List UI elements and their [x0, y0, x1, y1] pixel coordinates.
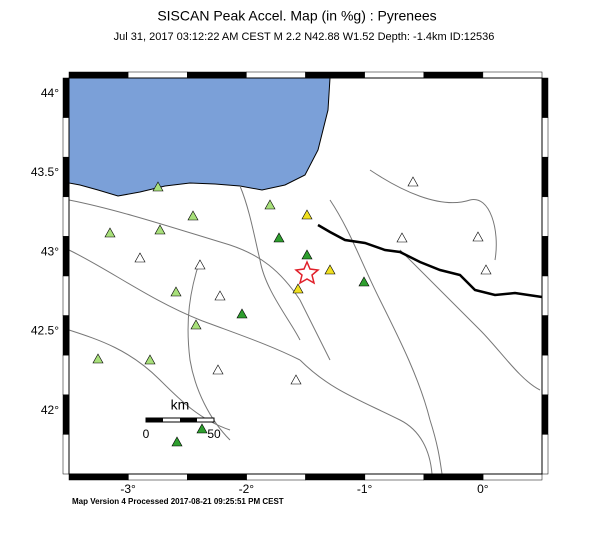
scale-bar-segment	[146, 418, 163, 422]
station	[134, 252, 146, 263]
station	[292, 283, 304, 294]
x-tick-label: -3°	[120, 482, 136, 496]
frame-bar	[68, 473, 129, 481]
frame-bar	[364, 473, 424, 481]
frame-bar	[187, 473, 247, 481]
station	[324, 264, 336, 275]
frame-bar	[62, 77, 70, 118]
frame-bar	[541, 315, 549, 356]
x-tick-label: -1°	[357, 482, 373, 496]
frame-bar	[423, 71, 484, 79]
frame-bar	[62, 196, 70, 237]
frame-bar	[187, 71, 247, 79]
station	[273, 232, 285, 243]
frame-bar	[62, 394, 70, 435]
frame-bar	[127, 71, 188, 79]
scale-label: 50	[207, 427, 221, 441]
frame-bar	[364, 71, 424, 79]
station	[214, 290, 226, 301]
station	[170, 286, 182, 297]
y-tick-label: 42.5°	[31, 324, 59, 338]
station	[301, 249, 313, 260]
frame-bar	[541, 77, 549, 118]
scale-bar-segment	[180, 418, 197, 422]
frame-bar	[62, 156, 70, 198]
station	[407, 176, 419, 187]
y-tick-label: 43°	[41, 244, 59, 258]
frame-bar	[541, 394, 549, 435]
border	[317, 223, 543, 299]
frame-bar	[127, 473, 188, 481]
station	[472, 231, 484, 242]
frame-bar	[68, 71, 129, 79]
frame-bar	[482, 71, 543, 79]
y-tick-label: 43.5°	[31, 165, 59, 179]
frame-bar	[541, 275, 549, 316]
frame-bar	[541, 156, 549, 198]
frame-bar	[62, 275, 70, 316]
frame-bar	[246, 71, 306, 79]
station	[92, 353, 104, 364]
frame-border	[68, 77, 543, 475]
frame-bar	[305, 473, 365, 481]
frame-bar	[541, 354, 549, 396]
station	[154, 224, 166, 235]
frame-bar	[541, 434, 549, 475]
frame-bar	[62, 236, 70, 277]
frame-bar	[62, 434, 70, 475]
station	[236, 308, 248, 319]
stations	[92, 176, 492, 447]
y-tick-label: 42°	[41, 403, 59, 417]
subtitle: Jul 31, 2017 03:12:22 AM CEST M 2.2 N42.…	[114, 31, 495, 43]
station	[264, 199, 276, 210]
scale-unit: km	[171, 397, 190, 413]
y-tick-label: 44°	[41, 86, 59, 100]
station	[396, 232, 408, 243]
station	[187, 210, 199, 221]
frame-bar	[62, 354, 70, 396]
title: SISCAN Peak Accel. Map (in %g) : Pyrenee…	[157, 8, 436, 24]
frame-bar	[246, 473, 306, 481]
epicenter	[294, 260, 320, 285]
frame-bar	[482, 473, 543, 481]
station	[212, 364, 224, 375]
x-tick-label: 0°	[477, 482, 489, 496]
x-tick-label: -2°	[239, 482, 255, 496]
frame-bar	[62, 315, 70, 356]
station	[171, 436, 183, 447]
frame-bar	[423, 473, 484, 481]
ocean	[68, 77, 331, 197]
station	[104, 227, 116, 238]
scale-bar: km 0 50	[143, 397, 221, 441]
station	[194, 259, 206, 270]
station	[358, 276, 370, 287]
station	[196, 423, 208, 434]
station	[290, 374, 302, 385]
station	[190, 319, 202, 330]
frame-bar	[541, 117, 549, 158]
footer: Map Version 4 Processed 2017-08-21 09:25…	[72, 497, 284, 506]
station	[152, 181, 164, 192]
station	[144, 354, 156, 365]
frame-bar	[541, 236, 549, 277]
frame-bar	[541, 196, 549, 237]
station	[480, 264, 492, 275]
frame-bar	[305, 71, 365, 79]
frame	[62, 71, 549, 481]
frame-bar	[62, 117, 70, 158]
scale-label: 0	[143, 427, 150, 441]
station	[301, 209, 313, 220]
